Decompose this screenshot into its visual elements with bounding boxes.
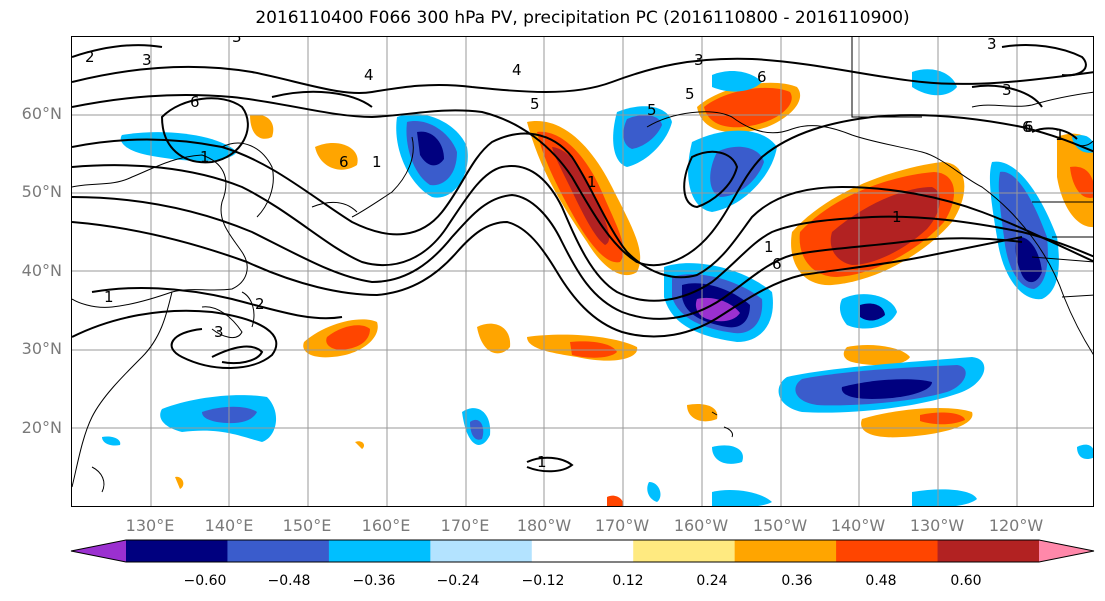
contour-label: 4 (364, 66, 374, 84)
contour-label: 5 (685, 85, 695, 103)
contour-label: 2 (255, 295, 265, 313)
colorbar-segment (937, 540, 1040, 562)
lon-label: 170°W (594, 516, 650, 535)
lon-label: 180°W (516, 516, 572, 535)
coastlines (72, 37, 1093, 493)
contour-label: 1 (372, 153, 382, 171)
contour-label: 1 (104, 288, 114, 306)
colorbar-segment (734, 540, 837, 562)
colorbar-segment (633, 540, 736, 562)
lon-label: 130°W (909, 516, 965, 535)
contour-label: 3 (142, 51, 152, 69)
contour-label: 1 (200, 148, 210, 166)
map-panel: 2 3 3 4 4 5 5 6 6 6 6 3 3 5 1 1 1 1 1 2 … (71, 36, 1094, 507)
colorbar-tick-label: 0.24 (696, 573, 728, 589)
colorbar-segment (328, 540, 431, 562)
lon-label: 150°W (752, 516, 808, 535)
colorbar-segment (836, 540, 939, 562)
colorbar-segment (71, 540, 126, 562)
lon-label: 170°E (440, 516, 490, 535)
colorbar-tick-label: −0.24 (436, 573, 480, 589)
lon-label: 140°W (830, 516, 886, 535)
contour-label: 6 (757, 68, 767, 86)
lat-label: 60°N (21, 104, 62, 123)
contour-label: 3 (1002, 81, 1012, 99)
lat-label: 50°N (21, 182, 62, 201)
lon-label: 120°W (988, 516, 1044, 535)
lon-label: 160°W (673, 516, 729, 535)
colorbar-tick-label: −0.12 (521, 573, 565, 589)
colorbar-tick-label: 0.48 (865, 573, 897, 589)
contour-label: 3 (694, 51, 704, 69)
map-title: 2016110400 F066 300 hPa PV, precipitatio… (255, 8, 910, 28)
lat-label: 20°N (21, 418, 62, 437)
contour-label: 4 (512, 61, 522, 79)
contour-label: 1 (892, 208, 902, 226)
colorbar (70, 539, 1095, 563)
contour-label: 5 (647, 101, 657, 119)
lon-label: 160°E (361, 516, 411, 535)
colorbar-outline (70, 539, 1095, 563)
colorbar-tick-label: 0.36 (781, 573, 813, 589)
map-canvas: 2 3 3 4 4 5 5 6 6 6 6 3 3 5 1 1 1 1 1 2 … (72, 37, 1093, 506)
colorbar-segment (430, 540, 533, 562)
contour-label: 1 (587, 173, 597, 191)
lat-label: 40°N (21, 261, 62, 280)
contour-label: 6 (190, 93, 200, 111)
colorbar-tick-label: −0.36 (352, 573, 396, 589)
lon-label: 130°E (125, 516, 175, 535)
contour-label: 6 (339, 153, 349, 171)
colorbar-tick-label: −0.48 (267, 573, 311, 589)
colorbar-segment (1039, 540, 1094, 562)
contour-label: 3 (214, 323, 224, 341)
lon-label: 150°E (282, 516, 332, 535)
contour-label: 3 (987, 37, 997, 53)
colorbar-tick-label: 0.60 (950, 573, 982, 589)
colorbar-segment (227, 540, 330, 562)
contour-label: 2 (85, 48, 95, 66)
colorbar-tick-label: 0.12 (612, 573, 644, 589)
contour-label: 3 (232, 37, 242, 46)
contour-label: 6 (1024, 118, 1034, 136)
colorbar-tick-label: −0.60 (183, 573, 227, 589)
colorbar-segment (531, 540, 634, 562)
contour-label: 1 (537, 453, 547, 471)
contour-labels: 2 3 3 4 4 5 5 6 6 6 6 3 3 5 1 1 1 1 1 2 … (85, 37, 1065, 471)
contour-label: 1 (1055, 126, 1065, 144)
pv-contours (72, 44, 1093, 473)
graticule (72, 37, 1093, 506)
colorbar-segments (70, 539, 1095, 563)
precipitation-shading (102, 69, 1093, 506)
contour-label: 5 (530, 95, 540, 113)
contour-label: 6 (772, 255, 782, 273)
lon-label: 140°E (204, 516, 254, 535)
contour-label: 1 (764, 238, 774, 256)
contour-label: 6 (1022, 118, 1032, 136)
lat-label: 30°N (21, 339, 62, 358)
colorbar-segment (126, 540, 228, 562)
